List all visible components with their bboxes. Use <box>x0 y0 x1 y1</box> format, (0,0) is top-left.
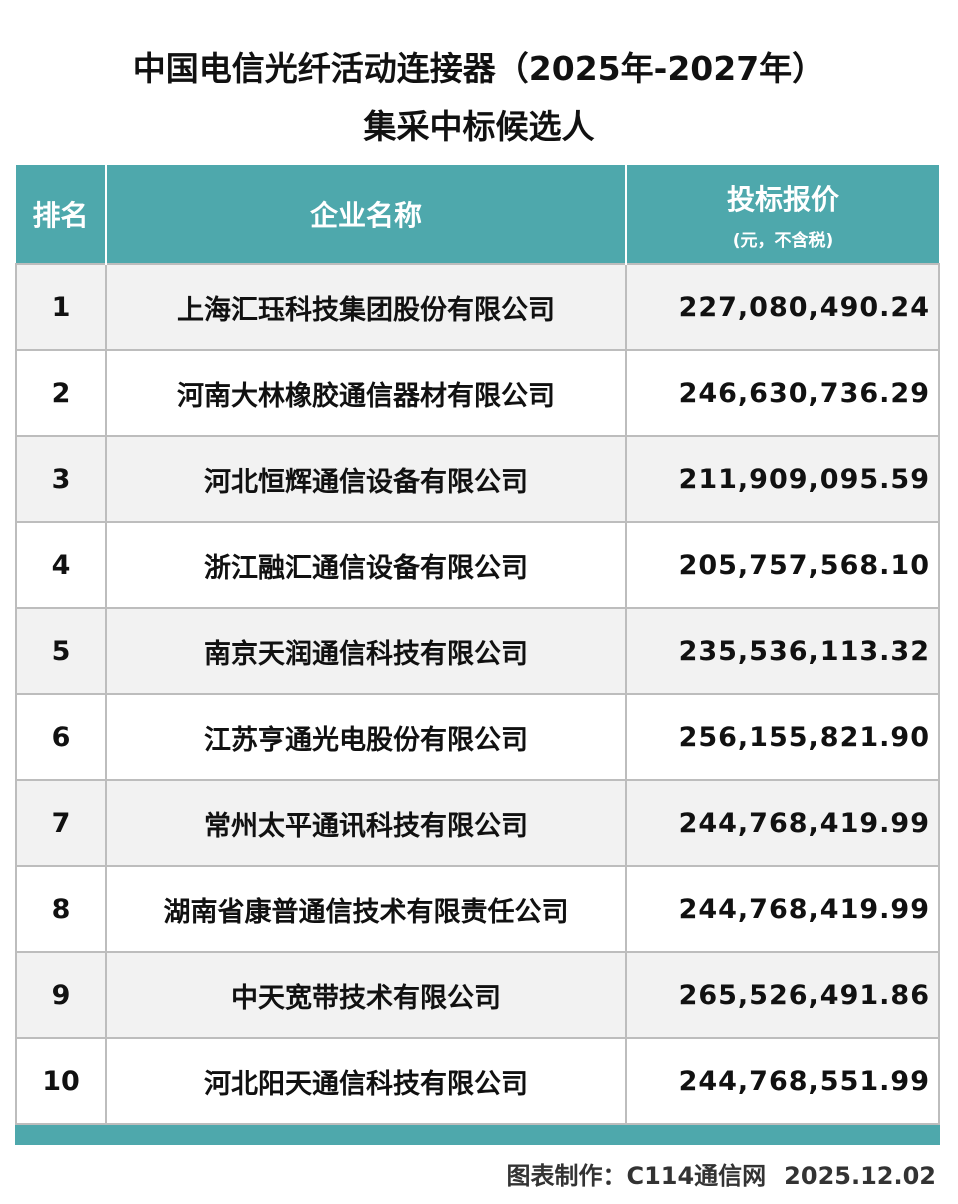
company-cell: 中天宽带技术有限公司 <box>105 951 627 1039</box>
table-row: 4 浙江融汇通信设备有限公司 205,757,568.10 <box>15 521 940 609</box>
price-cell: 265,526,491.86 <box>625 951 940 1039</box>
rank-cell: 4 <box>15 521 107 609</box>
rank-cell: 10 <box>15 1037 107 1125</box>
rank-cell: 9 <box>15 951 107 1039</box>
rank-cell: 8 <box>15 865 107 953</box>
price-cell: 235,536,113.32 <box>625 607 940 695</box>
title-line-1: 中国电信光纤活动连接器（2025年-2027年） <box>132 49 826 88</box>
rank-cell: 1 <box>15 263 107 351</box>
company-cell: 浙江融汇通信设备有限公司 <box>105 521 627 609</box>
header-price-label: 投标报价 <box>726 182 839 216</box>
price-cell: 244,768,419.99 <box>625 865 940 953</box>
company-cell: 常州太平通讯科技有限公司 <box>105 779 627 867</box>
company-cell: 上海汇珏科技集团股份有限公司 <box>105 263 627 351</box>
company-cell: 湖南省康普通信技术有限责任公司 <box>105 865 627 953</box>
rank-cell: 2 <box>15 349 107 437</box>
table-row: 7 常州太平通讯科技有限公司 244,768,419.99 <box>15 779 940 867</box>
company-cell: 河北阳天通信科技有限公司 <box>105 1037 627 1125</box>
page-title: 中国电信光纤活动连接器（2025年-2027年） 集采中标候选人 <box>0 40 958 156</box>
title-line-2: 集采中标候选人 <box>363 107 595 146</box>
table-header-row: 排名 企业名称 投标报价 (元，不含税) <box>16 165 939 264</box>
header-rank: 排名 <box>16 165 107 264</box>
table-row: 2 河南大林橡胶通信器材有限公司 246,630,736.29 <box>15 349 940 437</box>
footer: 图表制作：C114通信网 2025.12.02 <box>488 1156 936 1191</box>
price-cell: 246,630,736.29 <box>625 349 940 437</box>
header-company: 企业名称 <box>105 165 627 264</box>
footer-credit: 图表制作：C114通信网 <box>506 1162 767 1190</box>
bid-candidates-table: 排名 企业名称 投标报价 (元，不含税) 1 上海汇珏科技集团股份有限公司 227,… <box>15 165 940 1125</box>
price-cell: 205,757,568.10 <box>625 521 940 609</box>
table-row: 1 上海汇珏科技集团股份有限公司 227,080,490.24 <box>15 263 940 351</box>
table-row: 8 湖南省康普通信技术有限责任公司 244,768,419.99 <box>15 865 940 953</box>
header-price: 投标报价 (元，不含税) <box>625 165 939 264</box>
company-cell: 河南大林橡胶通信器材有限公司 <box>105 349 627 437</box>
rank-cell: 6 <box>15 693 107 781</box>
company-cell: 江苏亨通光电股份有限公司 <box>105 693 627 781</box>
price-cell: 244,768,419.99 <box>625 779 940 867</box>
table-row: 9 中天宽带技术有限公司 265,526,491.86 <box>15 951 940 1039</box>
company-cell: 河北恒辉通信设备有限公司 <box>105 435 627 523</box>
price-cell: 211,909,095.59 <box>625 435 940 523</box>
rank-cell: 3 <box>15 435 107 523</box>
table-row: 10 河北阳天通信科技有限公司 244,768,551.99 <box>15 1037 940 1125</box>
rank-cell: 7 <box>15 779 107 867</box>
table-row: 3 河北恒辉通信设备有限公司 211,909,095.59 <box>15 435 940 523</box>
price-cell: 244,768,551.99 <box>625 1037 940 1125</box>
price-cell: 227,080,490.24 <box>625 263 940 351</box>
footer-date: 2025.12.02 <box>784 1162 936 1190</box>
table-row: 5 南京天润通信科技有限公司 235,536,113.32 <box>15 607 940 695</box>
table-bottom-bar <box>15 1125 940 1145</box>
company-cell: 南京天润通信科技有限公司 <box>105 607 627 695</box>
header-price-unit: (元，不含税) <box>732 230 834 251</box>
price-cell: 256,155,821.90 <box>625 693 940 781</box>
rank-cell: 5 <box>15 607 107 695</box>
table-row: 6 江苏亨通光电股份有限公司 256,155,821.90 <box>15 693 940 781</box>
